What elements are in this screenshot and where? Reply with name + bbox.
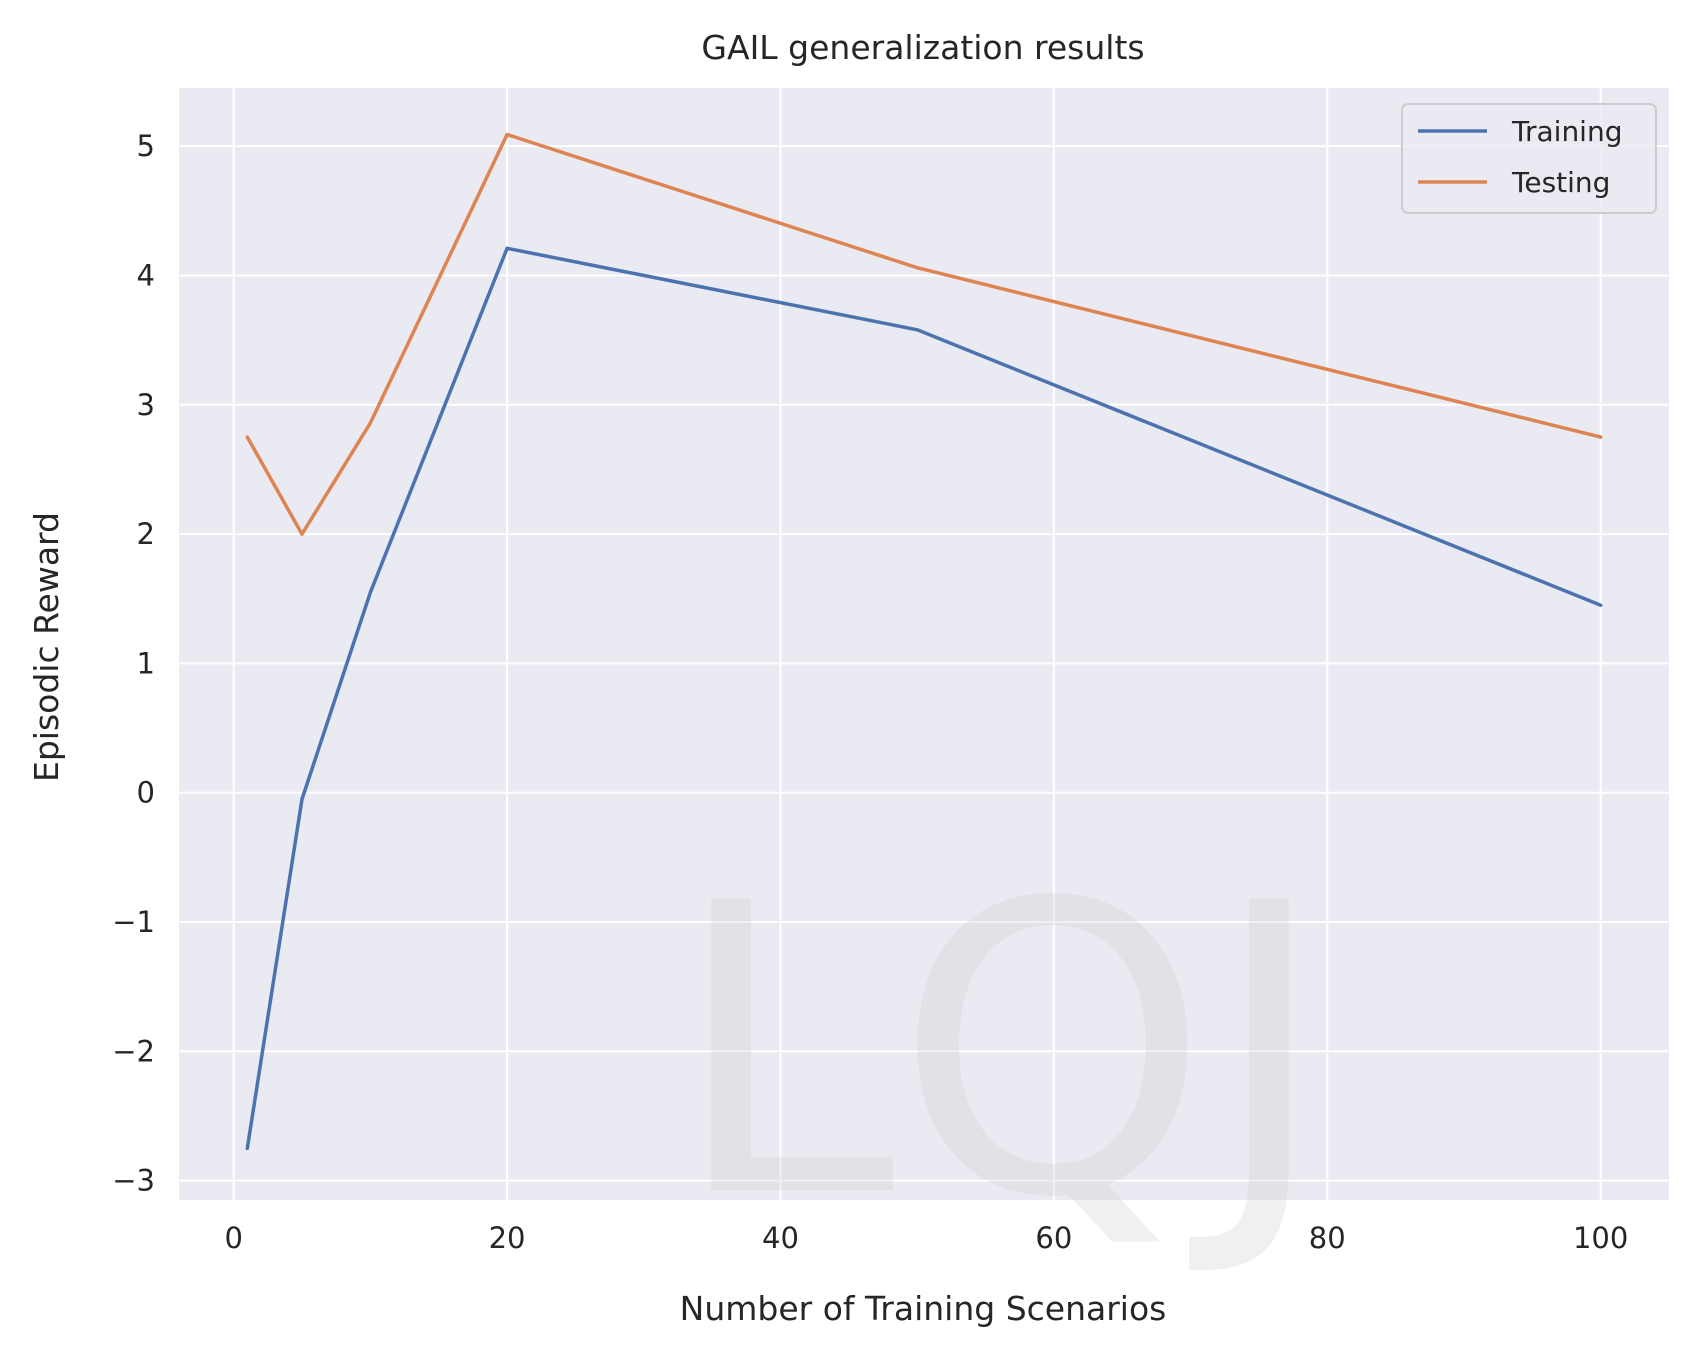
y-tick-label: 2 xyxy=(137,517,155,551)
watermark-text: LQJ xyxy=(672,820,1328,1285)
chart-title: GAIL generalization results xyxy=(701,28,1144,67)
y-axis-title: Episodic Reward xyxy=(27,512,66,782)
legend-label-testing: Testing xyxy=(1511,166,1610,199)
y-tick-label: 1 xyxy=(137,646,155,680)
y-tick-label: −1 xyxy=(112,905,155,939)
tick-labels: 0 20 40 60 80 100 −3 −2 −1 0 1 2 3 4 5 xyxy=(112,129,1628,1255)
x-tick-label: 100 xyxy=(1573,1221,1628,1255)
series-line-training xyxy=(245,246,1603,1151)
y-tick-label: −3 xyxy=(112,1164,155,1198)
y-tick-label: 0 xyxy=(137,776,155,810)
x-tick-label: 20 xyxy=(489,1221,526,1255)
grid-lines xyxy=(179,88,1669,1200)
x-axis-title: Number of Training Scenarios xyxy=(680,1289,1167,1328)
plot-area xyxy=(179,88,1669,1200)
legend: Training Testing xyxy=(1401,103,1657,214)
y-tick-label: 4 xyxy=(137,258,155,292)
y-tick-label: −2 xyxy=(112,1034,155,1068)
series-lines xyxy=(245,132,1603,1151)
x-tick-label: 60 xyxy=(1035,1221,1072,1255)
y-tick-label: 5 xyxy=(137,129,155,163)
x-tick-label: 0 xyxy=(224,1221,242,1255)
x-tick-label: 40 xyxy=(762,1221,799,1255)
series-line-testing xyxy=(245,132,1603,536)
x-tick-label: 80 xyxy=(1309,1221,1346,1255)
y-tick-label: 3 xyxy=(137,388,155,422)
legend-label-training: Training xyxy=(1511,115,1622,148)
